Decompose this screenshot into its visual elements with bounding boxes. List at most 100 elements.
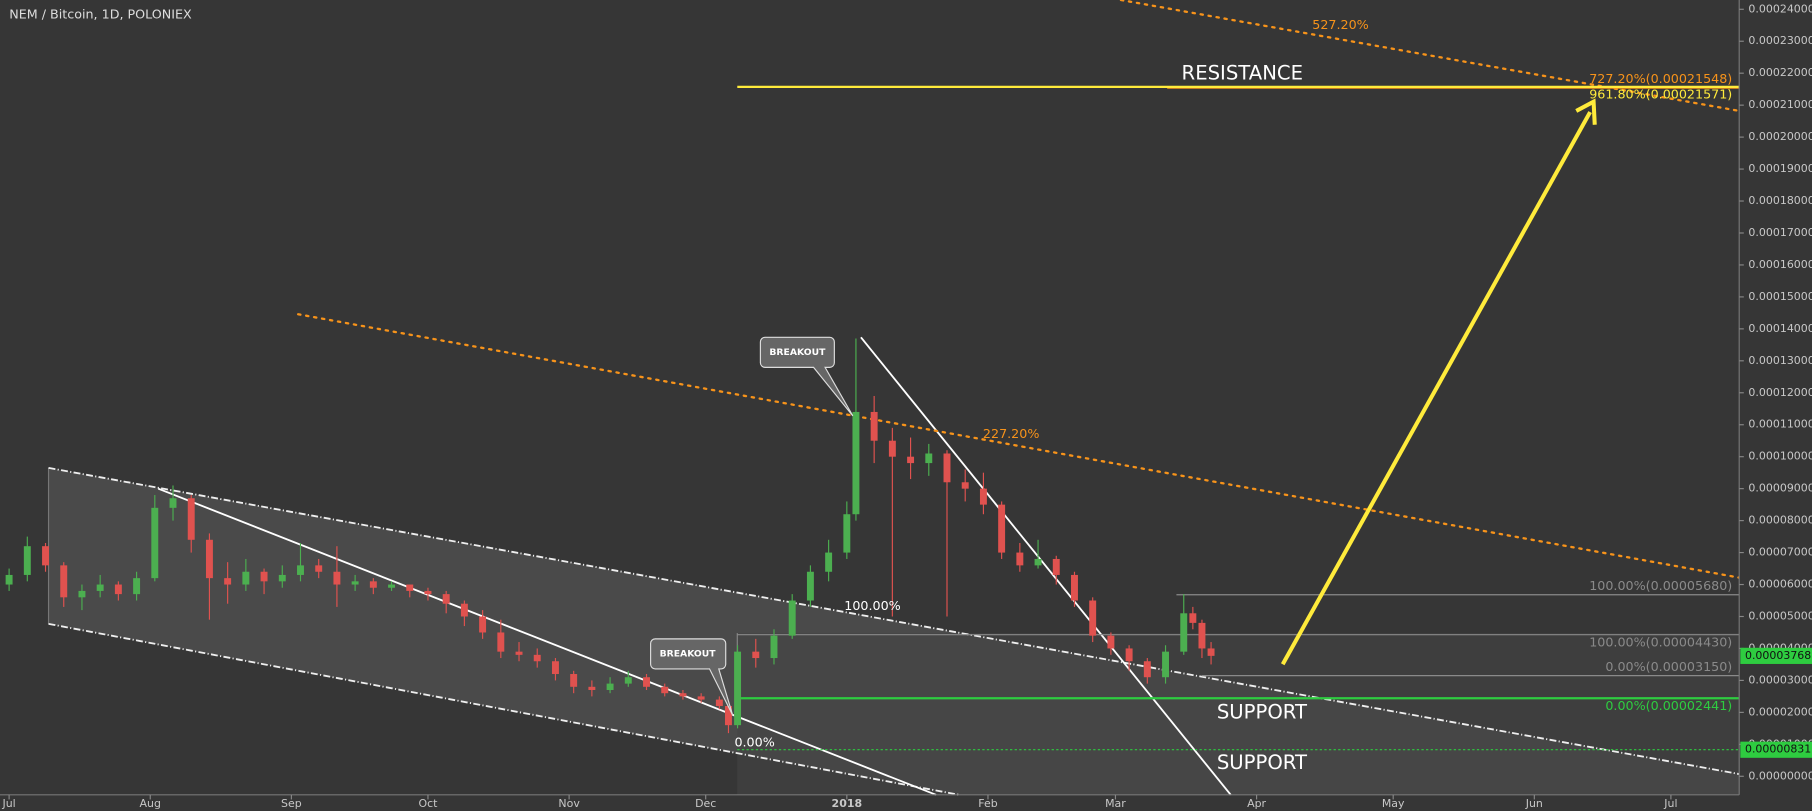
candle-body — [1107, 635, 1115, 649]
candle-body — [5, 574, 13, 585]
candle-body — [333, 571, 341, 585]
candle-body — [315, 565, 323, 572]
candle-body — [42, 546, 49, 566]
levels: 727.20%(0.00021548)961.80%(0.00021571) 10… — [737, 71, 1740, 751]
price-tag — [1740, 741, 1812, 758]
x-tick-label: Dec — [695, 797, 716, 810]
candles — [5, 338, 1215, 734]
y-tick-label: 0.00007000 — [1748, 546, 1812, 559]
x-tick-label: Nov — [558, 797, 580, 810]
y-tick-label: 0.00003000 — [1748, 673, 1812, 686]
candle-body — [961, 482, 969, 489]
candle-body — [533, 654, 541, 662]
candle-body — [925, 453, 933, 464]
candle-body — [515, 651, 523, 655]
price-tag-label: 0.00003768 — [1745, 649, 1811, 662]
candle-body — [825, 552, 833, 572]
candle-body — [943, 453, 951, 483]
candle-body — [260, 571, 268, 582]
fib-label: 0.00% — [734, 734, 774, 749]
candle-body — [1189, 613, 1197, 623]
y-tick-label: 0.00021000 — [1748, 98, 1812, 111]
callout — [759, 336, 854, 417]
y-tick-label: 0.00020000 — [1748, 130, 1812, 143]
candle-body — [1052, 558, 1060, 575]
candle-body — [479, 616, 487, 633]
y-tick-label: 0.00017000 — [1748, 226, 1812, 239]
y-tick-label: 0.00009000 — [1748, 482, 1812, 495]
x-tick-label: Jul — [1663, 797, 1677, 810]
candle-body — [852, 411, 860, 515]
y-tick-label: 0.00018000 — [1748, 194, 1812, 207]
support-label: SUPPORT — [1217, 751, 1308, 774]
candle-body — [770, 635, 778, 659]
candle-body — [606, 683, 614, 690]
candle-body — [60, 565, 68, 598]
candle-body — [1089, 600, 1097, 636]
candle-body — [23, 546, 31, 575]
x-tick-label: Sep — [281, 797, 302, 810]
candle-body — [205, 539, 213, 579]
candle-body — [870, 411, 878, 441]
y-tick-label: 0.00024000 — [1748, 2, 1812, 15]
x-tick-label: Feb — [978, 797, 997, 810]
level-label: 0.00%(0.00003150) — [1605, 659, 1732, 674]
x-tick-label: 2018 — [832, 797, 863, 810]
y-tick-label: 0.00013000 — [1748, 354, 1812, 367]
fib-box — [737, 633, 1740, 795]
candle-body — [424, 590, 432, 595]
y-tick-label: 0.00023000 — [1748, 34, 1812, 47]
callout-text: BREAKOUT — [660, 648, 717, 659]
support-label: SUPPORT — [1217, 700, 1308, 723]
level-label: 0.00%(0.00002441) — [1605, 698, 1732, 713]
x-tick-label: Aug — [140, 797, 161, 810]
y-tick-label: 0.00005000 — [1748, 609, 1812, 622]
candle-body — [907, 456, 915, 464]
candle-body — [588, 686, 596, 690]
candle-body — [114, 584, 122, 595]
level-label: 727.20%(0.00021548) — [1589, 71, 1732, 86]
x-tick-label: Mar — [1105, 797, 1126, 810]
candle-body — [151, 507, 159, 579]
candle-body — [278, 574, 286, 582]
y-tick-label: 0.00011000 — [1748, 418, 1812, 431]
candle-body — [224, 578, 232, 585]
x-tick-label: Jul — [1, 797, 15, 810]
channel-top — [48, 466, 1740, 775]
candle-body — [406, 584, 414, 591]
candle-body — [570, 674, 578, 687]
price-tag-label: 0.00000831 — [1745, 743, 1811, 756]
callout — [650, 638, 734, 716]
y-tick-label: 0.00000000 — [1748, 769, 1812, 782]
candle-body — [1198, 622, 1206, 649]
trendline — [157, 487, 937, 796]
target-arrow — [1280, 111, 1592, 666]
candle-body — [1143, 661, 1151, 678]
candle-body — [1071, 574, 1078, 601]
candle-body — [242, 571, 250, 585]
candle-body — [979, 488, 987, 505]
price-tag — [1740, 647, 1812, 664]
candle-body — [1207, 648, 1215, 656]
level-label: 100.00%(0.00004430) — [1589, 634, 1732, 649]
candle-body — [1162, 651, 1170, 678]
candle-body — [806, 571, 814, 601]
candle-body — [169, 498, 177, 508]
x-tick-label: Apr — [1247, 797, 1266, 810]
candle-body — [551, 661, 559, 675]
candle-body — [1016, 552, 1024, 566]
arrow-head — [1575, 98, 1597, 125]
fib-ray — [1119, 0, 1741, 113]
trendline — [860, 336, 1232, 796]
level-label: 100.00%(0.00005680) — [1589, 578, 1732, 593]
candle-body — [661, 686, 669, 694]
y-tick-label: 0.00006000 — [1748, 578, 1812, 591]
candle-body — [624, 677, 632, 684]
y-tick-label: 0.00016000 — [1748, 258, 1812, 271]
fib-ray — [296, 313, 1741, 579]
candle-body — [752, 651, 760, 659]
candle-body — [388, 584, 396, 588]
